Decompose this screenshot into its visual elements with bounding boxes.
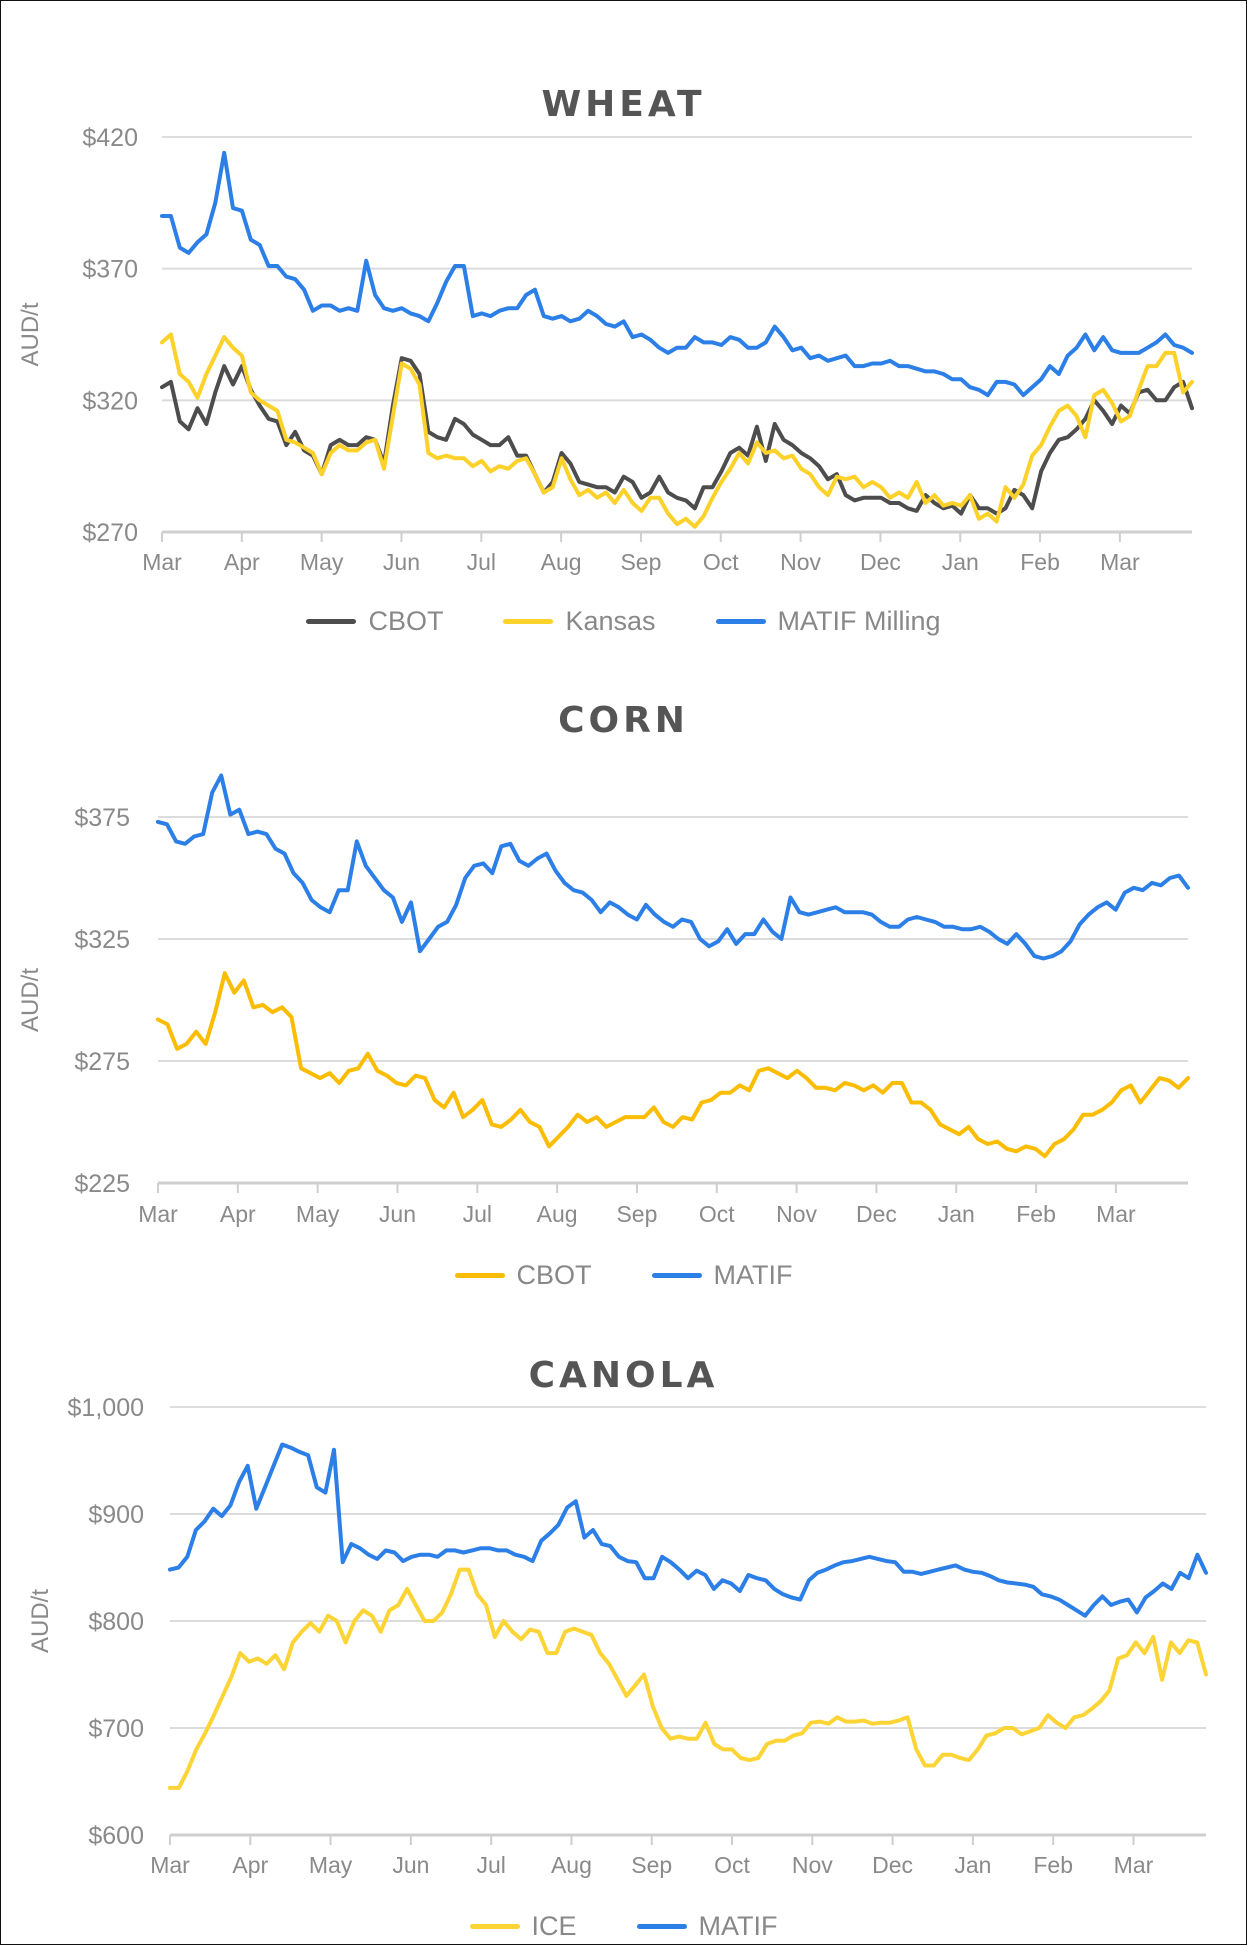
legend-item-kansas[interactable]: Kansas [503, 606, 656, 637]
legend-label: MATIF [713, 1260, 793, 1290]
x-tick-label: Mar [138, 1201, 178, 1227]
matif-swatch [651, 1273, 702, 1278]
series-line-cbot [156, 971, 1190, 1159]
y-axis-title: AUD/t [17, 968, 44, 1032]
series-line-matif [156, 773, 1190, 961]
y-tick-label: $420 [82, 124, 138, 152]
y-tick-label: $270 [82, 519, 138, 547]
x-tick-label: Oct [699, 1201, 735, 1227]
y-axis-title: AUD/t [27, 1589, 54, 1653]
chart-title: CANOLA [528, 1355, 719, 1396]
legend-label: CBOT [368, 606, 444, 636]
series-line-kansas [160, 332, 1194, 529]
x-tick-label: Mar [1100, 549, 1140, 575]
corn-legend: CBOT MATIF [0, 1260, 1247, 1291]
legend-label: Kansas [565, 606, 656, 636]
y-tick-label: $1,000 [68, 1394, 144, 1422]
x-tick-label: Jul [476, 1852, 505, 1878]
chart-title: WHEAT [541, 84, 706, 125]
x-tick-label: Jun [392, 1852, 429, 1878]
corn-plot: $225 $275 $325 $375 AUD/t Mar Apr May Jun Jul Aug S… [17, 773, 1190, 1227]
x-tick-label: Sep [616, 1201, 657, 1227]
x-tick-label: Jul [467, 549, 496, 575]
x-tick-label: Feb [1016, 1201, 1056, 1227]
y-tick-label: $375 [74, 804, 130, 832]
series-line-ice [168, 1567, 1208, 1790]
x-tick-label: Mar [1114, 1852, 1154, 1878]
x-tick-label: Apr [232, 1852, 268, 1878]
x-tick-label: Jan [954, 1852, 991, 1878]
y-tick-label: $700 [88, 1715, 144, 1743]
legend-label: ICE [531, 1911, 577, 1941]
series-line-matif-milling [160, 150, 1194, 398]
x-tick-label: Nov [780, 549, 821, 575]
ice-swatch [469, 1924, 520, 1929]
kansas-swatch [503, 619, 554, 624]
legend-item-cbot[interactable]: CBOT [454, 1260, 592, 1291]
canola-legend: ICE MATIF [0, 1911, 1247, 1942]
x-tick-label: Aug [537, 1201, 578, 1227]
legend-item-ice[interactable]: ICE [469, 1911, 577, 1942]
x-tick-label: Jan [942, 549, 979, 575]
x-tick-label: Mar [142, 549, 182, 575]
x-tick-label: May [309, 1852, 353, 1878]
wheat-plot: $270 $320 $370 $420 AUD/t Mar Apr May Jun Jul Aug S… [17, 124, 1194, 575]
x-tick-label: Jan [938, 1201, 975, 1227]
x-tick-label: Feb [1033, 1852, 1073, 1878]
x-tick-label: Oct [703, 549, 739, 575]
y-tick-label: $600 [88, 1822, 144, 1850]
y-axis-title: AUD/t [17, 302, 44, 366]
wheat-chart: WHEAT $270 $320 $370 $420 AUD/t Mar Apr May Jun J… [0, 0, 1247, 660]
series-line-cbot [160, 356, 1194, 516]
wheat-legend: CBOT Kansas MATIF Milling [0, 606, 1247, 637]
x-tick-label: Jul [463, 1201, 492, 1227]
legend-item-matif[interactable]: MATIF [636, 1911, 778, 1942]
y-tick-label: $370 [82, 256, 138, 284]
y-tick-label: $275 [74, 1048, 130, 1076]
series-line-matif [168, 1442, 1208, 1618]
x-tick-label: Apr [224, 549, 260, 575]
x-tick-label: Aug [541, 549, 582, 575]
x-tick-label: Nov [776, 1201, 817, 1227]
legend-item-matif-milling[interactable]: MATIF Milling [715, 606, 941, 637]
legend-label: MATIF [698, 1911, 778, 1941]
cbot-swatch [454, 1273, 505, 1278]
corn-chart: CORN $225 $275 $325 $375 AUD/t Mar Apr May Jun Ju… [0, 700, 1247, 1291]
x-tick-label: Oct [714, 1852, 750, 1878]
x-tick-label: Mar [150, 1852, 190, 1878]
x-tick-label: Jun [379, 1201, 416, 1227]
y-tick-label: $320 [82, 387, 138, 415]
chart-title: CORN [558, 700, 689, 741]
legend-item-matif[interactable]: MATIF [651, 1260, 793, 1291]
x-tick-label: Sep [620, 549, 661, 575]
x-tick-label: Apr [220, 1201, 256, 1227]
matif-swatch [636, 1924, 687, 1929]
x-tick-label: Mar [1096, 1201, 1136, 1227]
x-tick-label: Sep [631, 1852, 672, 1878]
x-tick-label: Dec [856, 1201, 897, 1227]
y-tick-label: $800 [88, 1608, 144, 1636]
x-tick-label: Dec [872, 1852, 913, 1878]
cbot-swatch [306, 619, 357, 624]
y-tick-label: $225 [74, 1170, 130, 1198]
legend-item-cbot[interactable]: CBOT [306, 606, 443, 637]
x-tick-label: May [300, 549, 344, 575]
legend-label: CBOT [516, 1260, 592, 1290]
x-tick-label: Dec [860, 549, 901, 575]
y-tick-label: $900 [88, 1501, 144, 1529]
y-tick-label: $325 [74, 926, 130, 954]
x-tick-label: May [296, 1201, 340, 1227]
legend-label: MATIF Milling [777, 606, 941, 636]
matif-swatch [715, 619, 766, 624]
x-tick-label: Feb [1020, 549, 1060, 575]
x-tick-label: Jun [383, 549, 420, 575]
x-tick-label: Nov [792, 1852, 833, 1878]
x-tick-label: Aug [551, 1852, 592, 1878]
